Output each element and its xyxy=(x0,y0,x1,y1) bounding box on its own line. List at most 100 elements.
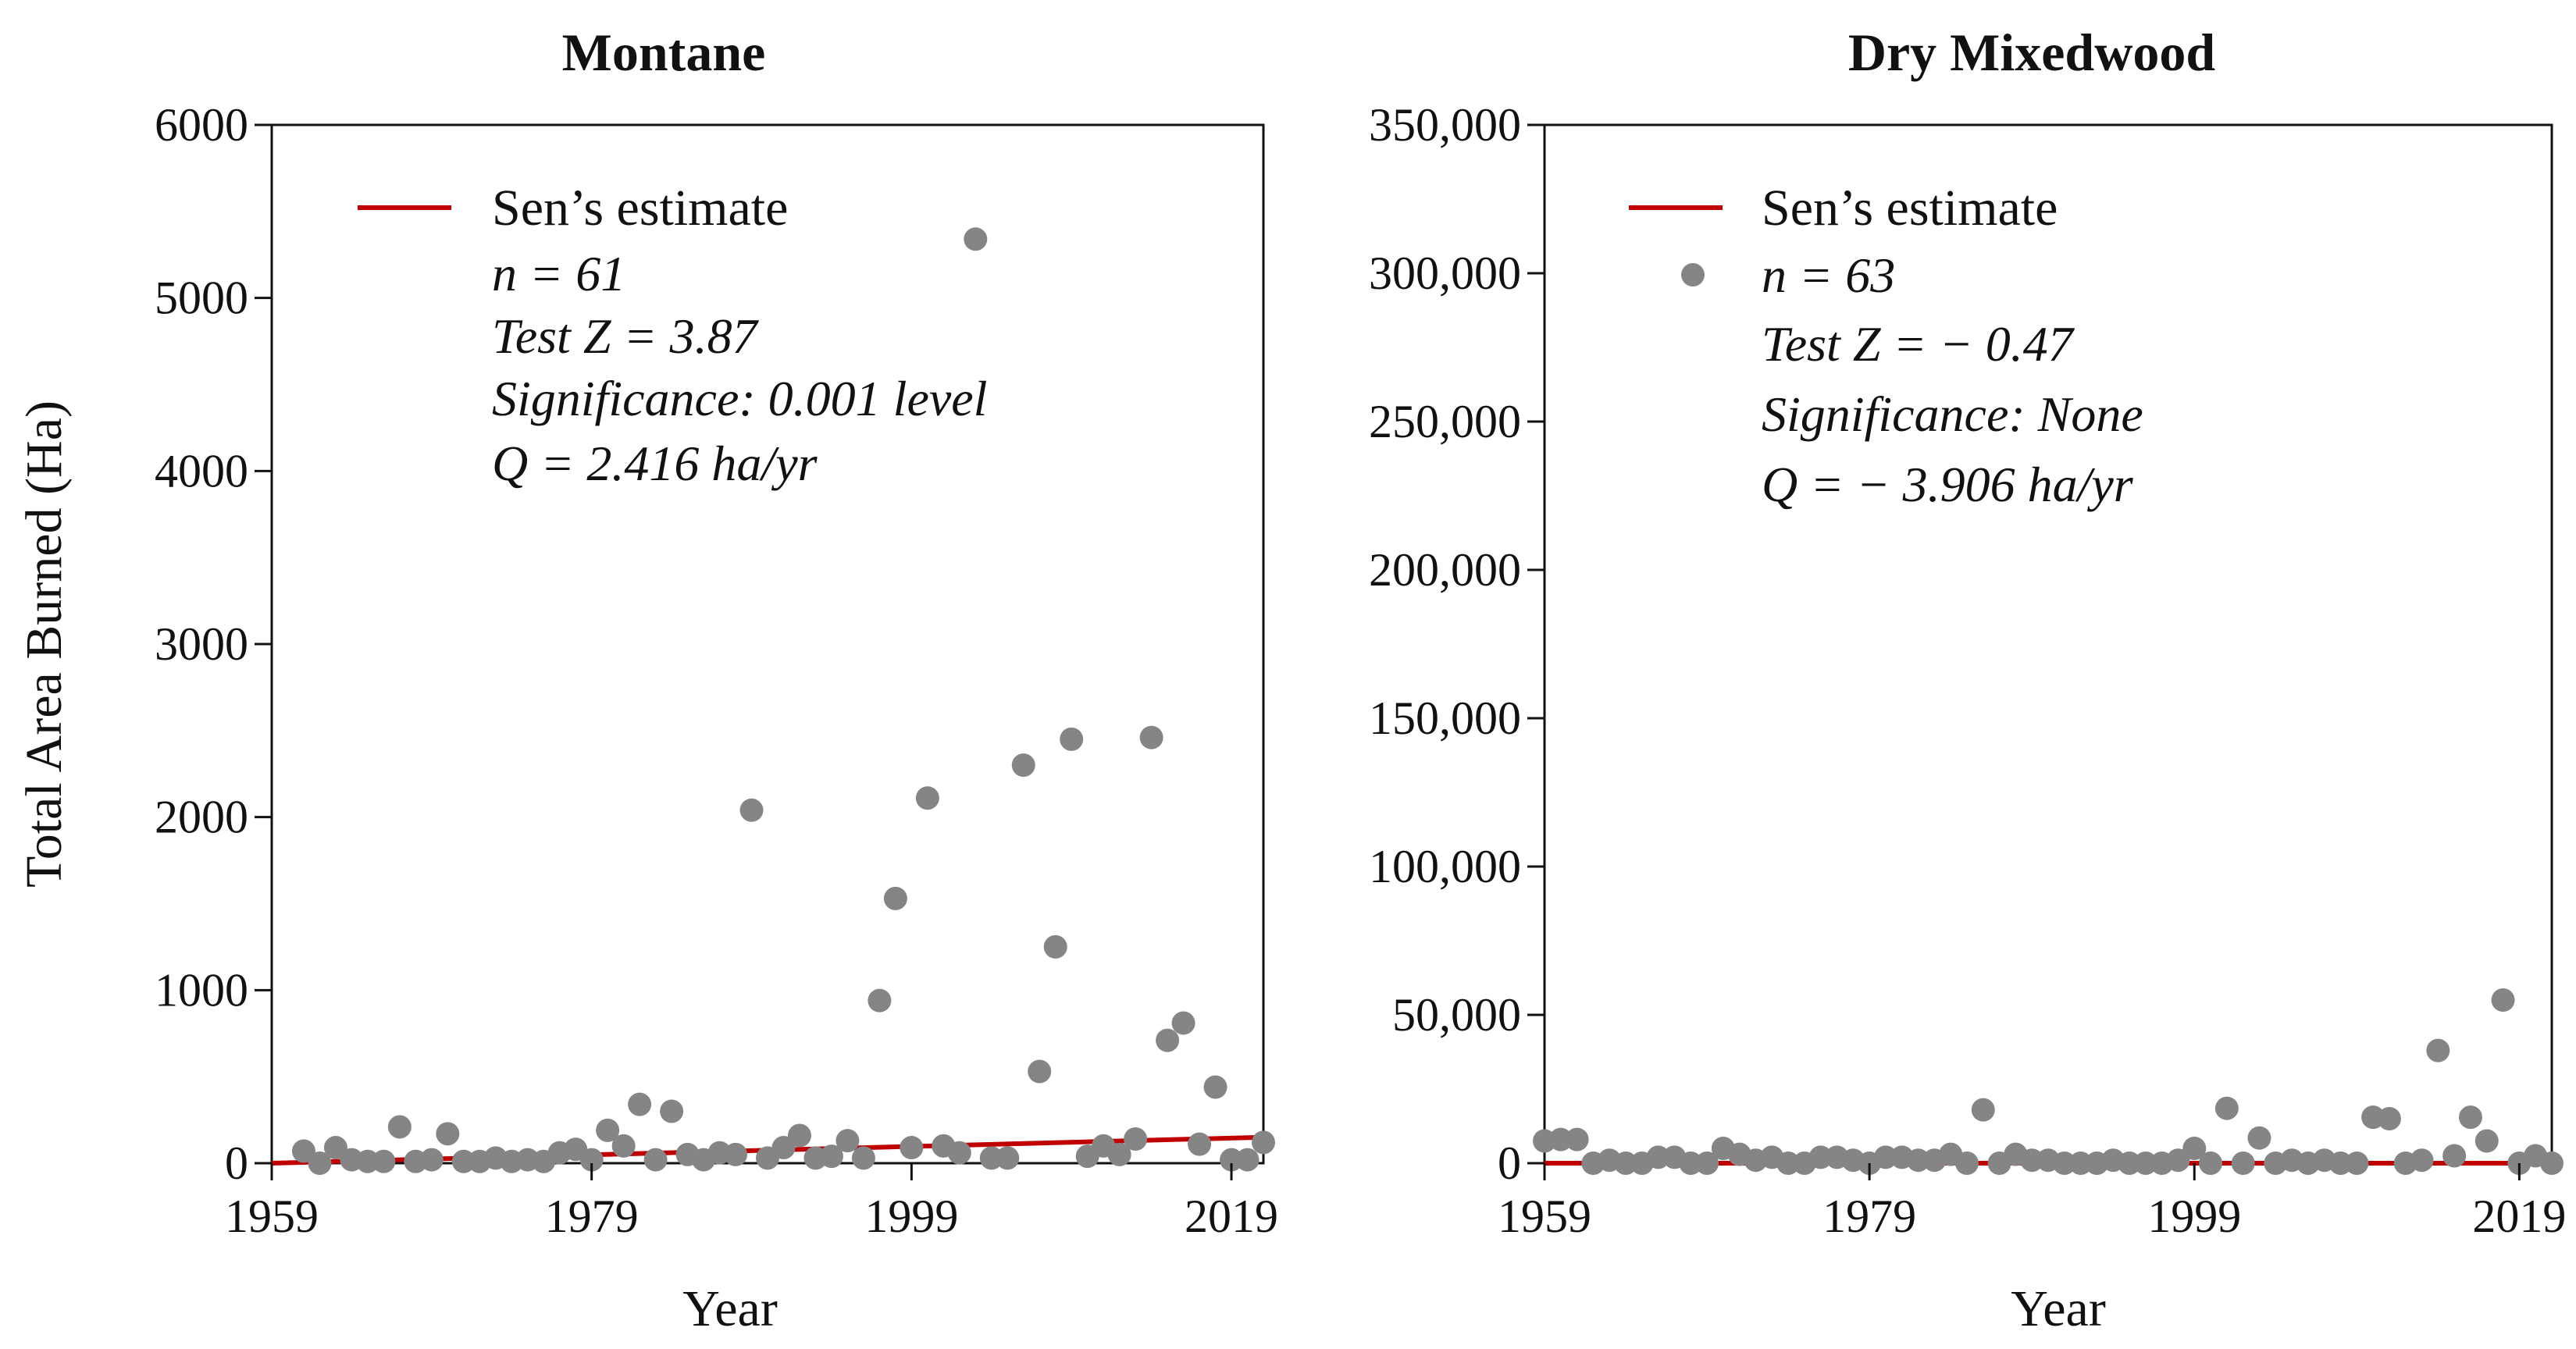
dry-mixedwood-y-ticks: 0 50,000 100,000 150,000 200,000 250,000 300,0… xyxy=(1369,99,1545,1189)
dry-mixedwood-y-tick-label: 350,000 xyxy=(1369,99,1521,151)
montane-x-tick-label: 1999 xyxy=(864,1191,958,1242)
dry-mixedwood-data-point xyxy=(2199,1151,2223,1175)
dry-mixedwood-data-point xyxy=(1971,1098,1995,1122)
dry-mixedwood-data-point xyxy=(1808,1145,1833,1169)
montane-data-point xyxy=(643,1148,668,1172)
montane-data-point xyxy=(1043,934,1067,959)
montane-stat-n: n = 61 xyxy=(492,246,625,301)
montane-data-point xyxy=(883,886,907,910)
montane-data-point xyxy=(1139,725,1163,749)
dry-mixedwood-data-point xyxy=(2491,988,2515,1012)
montane-data-point xyxy=(579,1148,604,1172)
dry-mixedwood-data-point xyxy=(1614,1151,1638,1175)
montane-data-point xyxy=(436,1122,460,1146)
montane-data-point xyxy=(964,227,988,251)
dry-mixedwood-stat-q: Q = − 3.906 ha/yr xyxy=(1762,457,2134,512)
dry-mixedwood-data-point xyxy=(2020,1148,2044,1173)
montane-y-tick-label: 1000 xyxy=(155,964,248,1016)
dry-mixedwood-legend-label: Sen’s estimate xyxy=(1762,180,2058,237)
dry-mixedwood-data-point xyxy=(1695,1151,1719,1175)
montane-data-point xyxy=(323,1136,347,1160)
montane-data-point xyxy=(387,1115,412,1139)
montane-data-point xyxy=(291,1139,315,1163)
dry-mixedwood-data-point xyxy=(2474,1129,2499,1153)
dry-mixedwood-y-tick-label: 200,000 xyxy=(1369,544,1521,596)
montane-y-tick-label: 2000 xyxy=(155,792,248,843)
montane-y-tick-label: 4000 xyxy=(155,445,248,497)
montane-data-point xyxy=(660,1099,684,1123)
dry-mixedwood-data-point xyxy=(2328,1151,2353,1175)
montane-legend: Sen’s estimate xyxy=(358,180,788,237)
montane-data-point xyxy=(1171,1011,1195,1035)
dry-mixedwood-data-point xyxy=(2118,1151,2142,1175)
montane-data-point xyxy=(947,1141,971,1165)
dry-mixedwood-data-point xyxy=(2182,1137,2207,1160)
montane-data-point xyxy=(419,1148,444,1172)
montane-data-point xyxy=(1203,1075,1227,1099)
montane-stat-q: Q = 2.416 ha/yr xyxy=(492,436,818,491)
dry-mixedwood-data-point xyxy=(2458,1105,2482,1130)
dry-mixedwood-panel: Dry Mixedwood 0 50,000 100,000 150,000 200,0… xyxy=(1369,23,2566,1337)
montane-data-point xyxy=(628,1092,652,1116)
dry-mixedwood-data-point xyxy=(2442,1144,2467,1168)
dry-mixedwood-x-tick-label: 1999 xyxy=(2147,1191,2241,1242)
dry-mixedwood-stat-significance: Significance: None xyxy=(1762,386,2143,442)
dry-mixedwood-data-point xyxy=(1954,1151,1979,1175)
y-axis-label: Total Area Burned (Ha) xyxy=(16,400,73,888)
montane-data-point xyxy=(915,786,939,810)
montane-data-point xyxy=(308,1151,332,1175)
montane-plot-frame xyxy=(270,123,1265,1165)
montane-stats: n = 61 Test Z = 3.87 Significance: 0.001… xyxy=(492,246,987,491)
montane-data-point xyxy=(787,1123,811,1148)
dry-mixedwood-y-tick-label: 150,000 xyxy=(1369,692,1521,744)
montane-x-tick-label: 1979 xyxy=(545,1191,639,1242)
dry-mixedwood-points-layer xyxy=(1533,988,2564,1175)
montane-data-point xyxy=(771,1136,796,1160)
montane-y-tick-label: 3000 xyxy=(155,618,248,670)
dry-mixedwood-y-tick-label: 250,000 xyxy=(1369,396,1521,447)
montane-data-point xyxy=(1252,1130,1275,1155)
montane-data-point xyxy=(1235,1148,1259,1172)
dry-mixedwood-x-ticks: 1959 1979 1999 2019 xyxy=(1498,1163,2566,1242)
dry-mixedwood-x-tick-label: 1959 xyxy=(1498,1191,1591,1242)
dry-mixedwood-data-point xyxy=(2166,1148,2190,1173)
dry-mixedwood-y-tick-label: 50,000 xyxy=(1392,989,1521,1041)
dry-mixedwood-legend: Sen’s estimate xyxy=(1629,180,2058,287)
montane-data-point xyxy=(739,798,764,822)
montane-data-point xyxy=(372,1149,396,1173)
dry-mixedwood-data-point xyxy=(2377,1107,2401,1130)
montane-data-point xyxy=(1060,727,1084,751)
montane-x-tick-label: 1959 xyxy=(225,1191,319,1242)
dry-mixedwood-y-tick-label: 100,000 xyxy=(1369,841,1521,892)
dry-mixedwood-data-point xyxy=(2247,1126,2271,1150)
montane-data-point xyxy=(1011,753,1035,778)
dry-mixedwood-stats: n = 63 Test Z = − 0.47 Significance: Non… xyxy=(1762,247,2143,512)
montane-points-layer xyxy=(291,227,1275,1175)
dry-mixedwood-x-tick-label: 1979 xyxy=(1822,1191,1916,1242)
montane-y-tick-label: 5000 xyxy=(155,272,248,324)
dry-mixedwood-data-point xyxy=(2345,1151,2369,1175)
montane-data-point xyxy=(819,1144,843,1169)
montane-data-point xyxy=(868,988,892,1013)
montane-x-tick-label: 2019 xyxy=(1185,1191,1278,1242)
montane-x-ticks: 1959 1979 1999 2019 xyxy=(225,1163,1278,1242)
montane-data-point xyxy=(611,1134,636,1158)
dry-mixedwood-stat-n: n = 63 xyxy=(1762,247,1895,303)
dry-mixedwood-data-point xyxy=(1548,1127,1573,1151)
dry-mixedwood-data-point xyxy=(2540,1151,2564,1175)
montane-data-point xyxy=(836,1129,860,1153)
dry-mixedwood-legend-marker xyxy=(1681,263,1705,287)
dry-mixedwood-data-point xyxy=(2214,1096,2239,1120)
dry-mixedwood-data-point xyxy=(1565,1127,1589,1151)
dry-mixedwood-data-point xyxy=(1776,1151,1801,1175)
montane-data-point xyxy=(1156,1028,1180,1052)
dry-mixedwood-data-point xyxy=(1906,1148,1930,1173)
montane-data-point xyxy=(996,1146,1020,1170)
montane-y-tick-label: 0 xyxy=(225,1137,248,1189)
dry-mixedwood-data-point xyxy=(1873,1145,1897,1169)
montane-data-point xyxy=(724,1142,748,1166)
dry-mixedwood-data-point xyxy=(2052,1151,2076,1175)
dry-mixedwood-stat-test-z: Test Z = − 0.47 xyxy=(1762,316,2075,372)
